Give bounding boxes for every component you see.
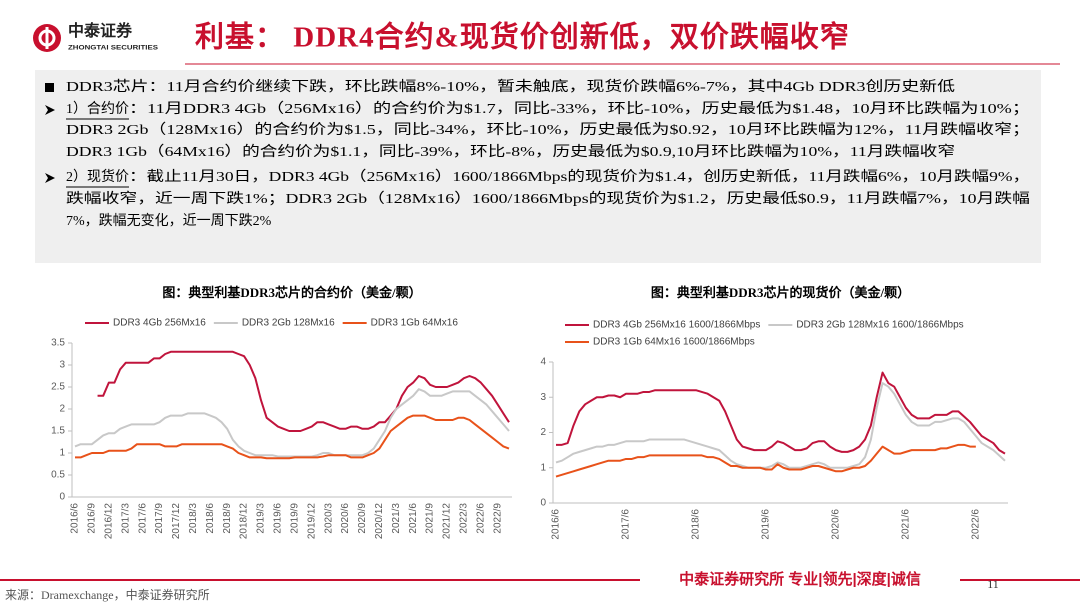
charts: 图：典型利基DDR3芯片的合约价（美金/颗）00.511.522.533.520… (51, 285, 1008, 540)
series-line (75, 414, 510, 460)
x-tick-label: 2021/6 (408, 503, 419, 534)
x-tick-label: 2016/12 (103, 503, 114, 540)
legend-label: DDR3 4Gb 256Mx16 (113, 318, 206, 329)
series-line (555, 382, 1006, 469)
summary-box (35, 70, 1041, 263)
source: 来源：Dramexchange，中泰证券研究所 (5, 587, 210, 602)
bullet-line: DDR3 2Gb（128Mx16）的合约价为$1.5，同比-34%，环比-10%… (66, 121, 1030, 138)
x-tick-label: 2017/3 (120, 503, 131, 534)
legend-label: DDR3 1Gb 64Mx16 (371, 318, 459, 329)
x-tick-label: 2021/3 (391, 503, 402, 534)
y-tick-label: 2 (59, 404, 65, 415)
x-tick-label: 2018/3 (188, 503, 199, 534)
page-title: 利基： DDR4合约&现货价创新低，双价跌幅收窄 (195, 20, 850, 54)
bullet-line: DDR3 1Gb（64Mx16）的合约价为$1.1，同比-39%，环比-8%，历… (66, 143, 955, 160)
legend-label: DDR3 2Gb 128Mx16 1600/1866Mbps (796, 320, 963, 331)
footer-slogan: 中泰证券研究所 专业|领先|深度|诚信 (679, 570, 921, 588)
x-tick-label: 2019/3 (256, 503, 267, 534)
x-tick-label: 2020/9 (357, 503, 368, 534)
chart-title: 图：典型利基DDR3芯片的现货价（美金/颗） (651, 285, 910, 300)
legend-label: DDR3 4Gb 256Mx16 1600/1866Mbps (593, 320, 760, 331)
series-line (555, 443, 976, 478)
series-line (97, 350, 510, 432)
x-tick-label: 2016/9 (87, 503, 98, 534)
y-tick-label: 1.5 (51, 426, 65, 437)
x-tick-label: 2018/6 (691, 509, 702, 540)
chart: 图：典型利基DDR3芯片的合约价（美金/颗） 0 0.5 1 1.5 2 2.5 3 3.5 20… (51, 285, 512, 539)
y-tick-label: 2.5 (51, 382, 65, 393)
x-tick-label: 2018/6 (205, 503, 216, 534)
x-tick-label: 2019/9 (289, 503, 300, 534)
x-tick-label: 2020/6 (831, 509, 842, 540)
x-tick-label: 2017/12 (171, 503, 182, 540)
summary-text: DDR3芯片：11月合约价继续下跌，环比跌幅8%-10%，暂未触底，现货价跌幅6… (66, 78, 955, 95)
x-tick-label: 2020/3 (323, 503, 334, 534)
x-tick-label: 2019/6 (273, 503, 284, 534)
x-tick-label: 2020/12 (374, 503, 385, 540)
y-tick-label: 4 (540, 357, 546, 368)
logo-cn: 中泰证券 (68, 21, 133, 40)
x-tick-label: 2016/6 (551, 509, 562, 540)
logo-en: ZHONGTAI SECURITIES (68, 45, 159, 52)
bullet-line: ：11月DDR3 4Gb（256Mx16）的合约价为$1.7，同比-33%，环比… (129, 101, 1030, 117)
series-line (74, 388, 510, 458)
legend-label: DDR3 2Gb 128Mx16 (242, 318, 335, 329)
bullet-label: 1）合约价 (66, 101, 129, 117)
y-tick-label: 3.5 (51, 338, 65, 349)
page-number: 11 (987, 577, 999, 591)
x-tick-label: 2021/9 (425, 503, 436, 534)
bullet-arrow (45, 173, 55, 183)
logo: 中泰证券 ZHONGTAI SECURITIES (33, 21, 159, 52)
bullet-arrow (45, 105, 55, 115)
x-tick-label: 2018/9 (222, 503, 233, 534)
bullet-square (45, 83, 54, 92)
y-tick-label: 1 (59, 448, 65, 459)
x-tick-label: 2022/3 (459, 503, 470, 534)
series-line (556, 371, 1006, 455)
y-tick-label: 0 (59, 492, 65, 503)
bullet-line: ：截止11月30日，DDR3 4Gb（256Mx16）1600/1866Mbps… (129, 168, 1030, 185)
bullet-line: 7%，跌幅无变化，近一周下跌2% (66, 213, 272, 229)
chart-title: 图：典型利基DDR3芯片的合约价（美金/颗） (162, 285, 421, 300)
x-tick-label: 2018/12 (239, 503, 250, 540)
legend-label: DDR3 1Gb 64Mx16 1600/1866Mbps (593, 337, 755, 348)
x-tick-label: 2020/6 (340, 503, 351, 534)
y-tick-label: 2 (540, 427, 546, 438)
x-tick-label: 2016/6 (70, 503, 81, 534)
x-tick-label: 2019/6 (761, 509, 772, 540)
bullet-label: 2）现货价 (66, 168, 129, 185)
x-tick-label: 2017/6 (621, 509, 632, 540)
y-tick-label: 0.5 (51, 470, 65, 481)
x-tick-label: 2022/9 (492, 503, 503, 534)
x-tick-label: 2022/6 (970, 509, 981, 540)
x-tick-label: 2017/6 (137, 503, 148, 534)
y-tick-label: 3 (59, 360, 65, 371)
y-tick-label: 3 (540, 392, 546, 403)
y-tick-label: 1 (540, 462, 546, 473)
x-tick-label: 2019/12 (306, 503, 317, 540)
summary: DDR3芯片：11月合约价继续下跌，环比跌幅8%-10%，暂未触底，现货价跌幅6… (66, 78, 1030, 229)
bullet-line: 跌幅收窄，近一周下跌1%；DDR3 2Gb（128Mx16）1600/1866M… (66, 190, 1030, 207)
chart: 图：典型利基DDR3芯片的现货价（美金/颗） 0 1 2 3 4 2016/6 2017/6 2… (540, 285, 1008, 540)
y-tick-label: 0 (540, 498, 546, 509)
x-tick-label: 2017/9 (154, 503, 165, 534)
x-tick-label: 2021/12 (442, 503, 453, 540)
x-tick-label: 2022/6 (475, 503, 486, 534)
x-tick-label: 2021/6 (901, 509, 912, 540)
